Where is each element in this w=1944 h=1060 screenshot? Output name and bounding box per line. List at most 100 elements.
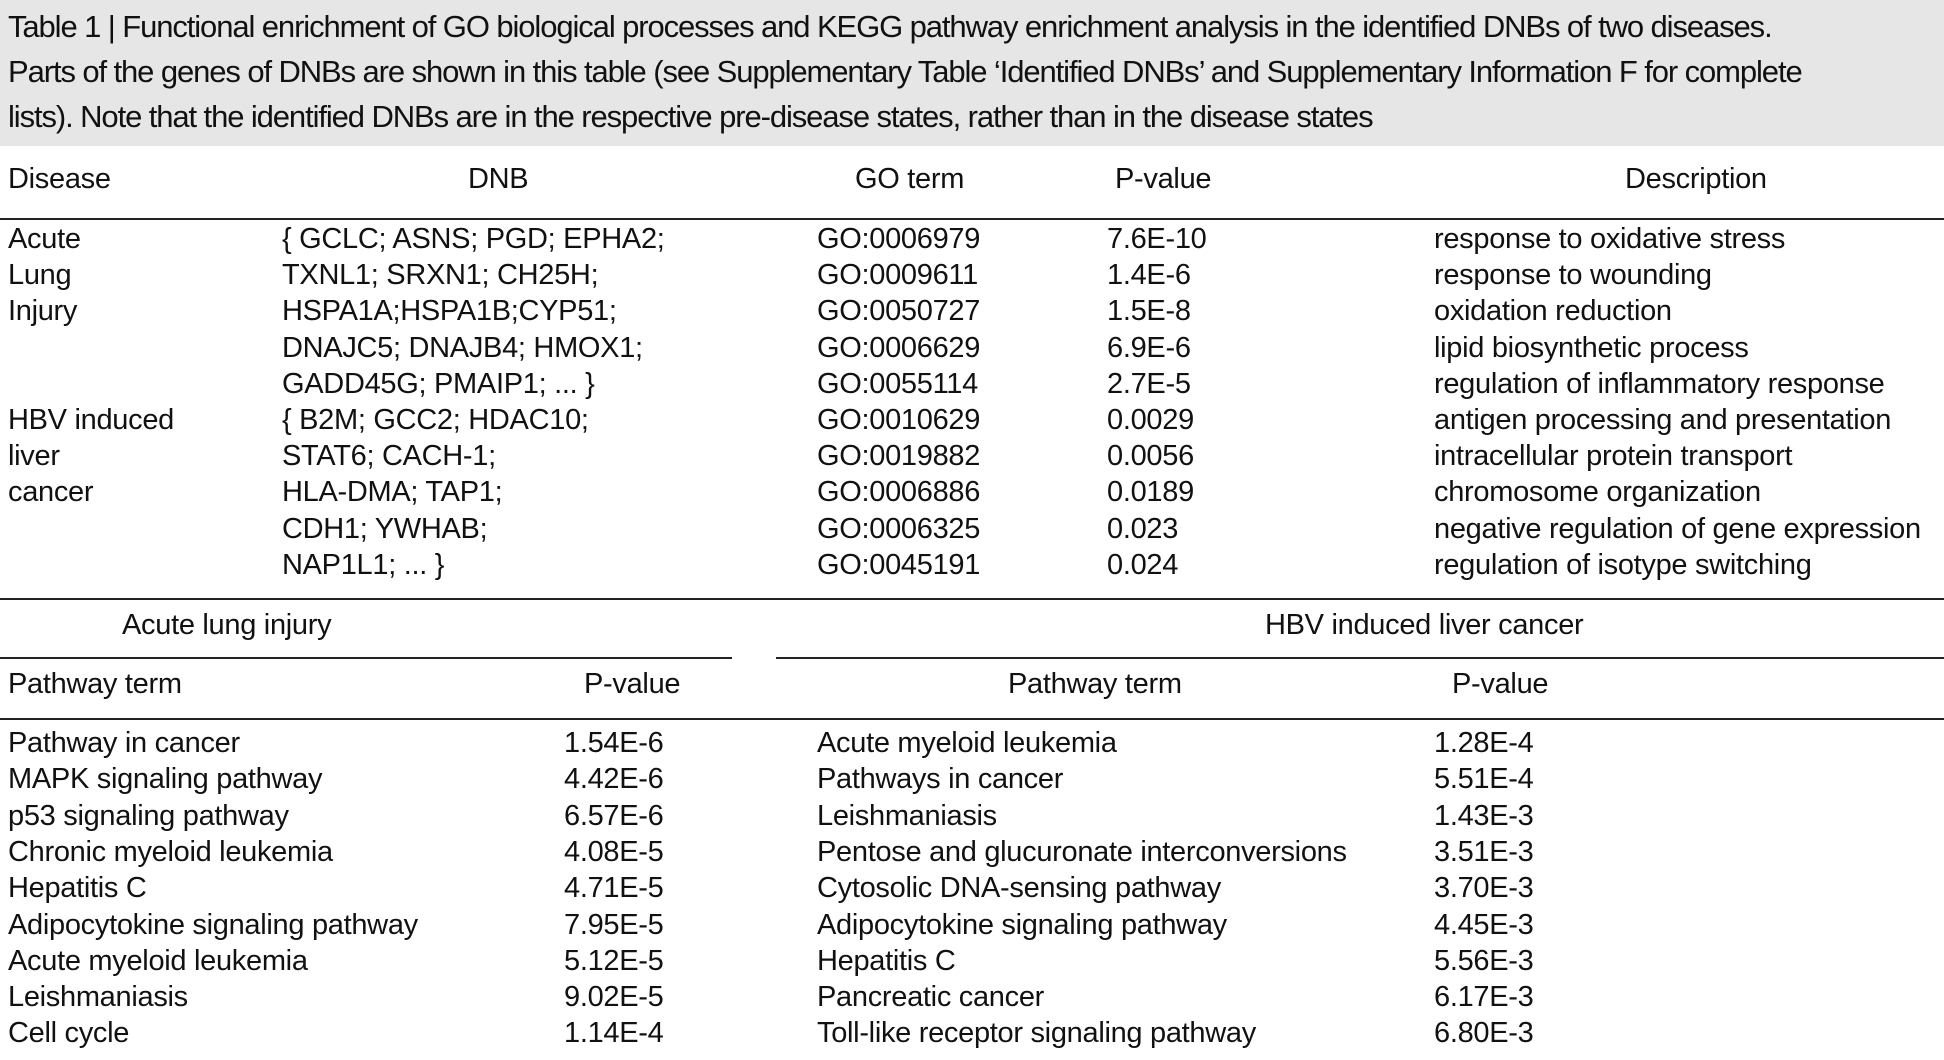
pathway-pvalue: 1.54E-6 — [564, 727, 664, 759]
go-header-rule — [0, 218, 1944, 220]
go-term-id: GO:0055114 — [817, 368, 978, 400]
go-pvalue: 0.024 — [1107, 549, 1179, 581]
dnb-gene-list: STAT6; CACH-1; — [282, 440, 496, 472]
go-description: oxidation reduction — [1434, 295, 1672, 327]
go-term-id: GO:0006886 — [817, 476, 981, 508]
pathway-pvalue: 1.43E-3 — [1434, 800, 1534, 832]
go-pvalue: 6.9E-6 — [1107, 332, 1191, 364]
pathway-pvalue: 4.45E-3 — [1434, 909, 1534, 941]
disease-label: Acute — [8, 223, 81, 255]
pathway-term: Cytosolic DNA-sensing pathway — [817, 872, 1221, 904]
go-pvalue: 0.023 — [1107, 513, 1179, 545]
go-table-bottom-rule — [0, 598, 1944, 600]
pathway-pvalue: 7.95E-5 — [564, 909, 664, 941]
go-description: regulation of isotype switching — [1434, 549, 1812, 581]
pathway-term: Cell cycle — [8, 1017, 130, 1049]
pathway-pvalue: 6.17E-3 — [1434, 981, 1534, 1013]
go-description: response to wounding — [1434, 259, 1712, 291]
dnb-gene-list: TXNL1; SRXN1; CH25H; — [282, 259, 599, 291]
caption-line-1: Table 1 | Functional enrichment of GO bi… — [8, 9, 1773, 44]
pathway-right-header-pvalue: P-value — [1452, 668, 1549, 700]
go-pvalue: 0.0189 — [1107, 476, 1194, 508]
pathway-term: Leishmaniasis — [8, 981, 188, 1013]
pathway-header-rule — [0, 718, 1944, 720]
go-description: response to oxidative stress — [1434, 223, 1786, 255]
header-dnb: DNB — [468, 163, 529, 195]
pathway-pvalue: 5.56E-3 — [1434, 945, 1534, 977]
go-description: intracellular protein transport — [1434, 440, 1793, 472]
dnb-gene-list: { GCLC; ASNS; PGD; EPHA2; — [282, 223, 665, 255]
go-description: negative regulation of gene expression — [1434, 513, 1921, 545]
pathway-pvalue: 9.02E-5 — [564, 981, 664, 1013]
header-pvalue: P-value — [1115, 163, 1212, 195]
go-term-id: GO:0019882 — [817, 440, 981, 472]
header-disease: Disease — [8, 163, 111, 195]
go-term-id: GO:0006325 — [817, 513, 981, 545]
pathway-term: p53 signaling pathway — [8, 800, 289, 832]
pathway-pvalue: 5.51E-4 — [1434, 763, 1534, 795]
dnb-gene-list: HSPA1A;HSPA1B;CYP51; — [282, 295, 617, 327]
table-caption: Table 1 | Functional enrichment of GO bi… — [0, 0, 1944, 146]
pathway-pvalue: 6.57E-6 — [564, 800, 664, 832]
disease-label: Injury — [8, 295, 78, 327]
pathway-term: Toll-like receptor signaling pathway — [817, 1017, 1256, 1049]
pathway-left-header-pvalue: P-value — [584, 668, 681, 700]
pathway-pvalue: 1.28E-4 — [1434, 727, 1534, 759]
pathway-pvalue: 5.12E-5 — [564, 945, 664, 977]
disease-label: cancer — [8, 476, 94, 508]
pathway-right-title: HBV induced liver cancer — [1265, 609, 1584, 641]
caption-line-2: Parts of the genes of DNBs are shown in … — [8, 54, 1803, 89]
disease-label: HBV induced — [8, 404, 174, 436]
go-term-id: GO:0050727 — [817, 295, 981, 327]
pathway-pvalue: 1.14E-4 — [564, 1017, 664, 1049]
go-pvalue: 0.0029 — [1107, 404, 1194, 436]
pathway-term: Pancreatic cancer — [817, 981, 1045, 1013]
pathway-pvalue: 3.51E-3 — [1434, 836, 1534, 868]
pathway-term: Chronic myeloid leukemia — [8, 836, 333, 868]
pathway-term: Leishmaniasis — [817, 800, 997, 832]
go-description: lipid biosynthetic process — [1434, 332, 1749, 364]
go-term-id: GO:0045191 — [817, 549, 981, 581]
go-pvalue: 1.5E-8 — [1107, 295, 1191, 327]
go-pvalue: 1.4E-6 — [1107, 259, 1191, 291]
pathway-term: Adipocytokine signaling pathway — [8, 909, 418, 941]
pathway-left-title-rule — [0, 657, 732, 659]
header-description: Description — [1625, 163, 1767, 195]
pathway-term: Pathway in cancer — [8, 727, 240, 759]
pathway-left-header-term: Pathway term — [8, 668, 182, 700]
dnb-gene-list: CDH1; YWHAB; — [282, 513, 488, 545]
go-pvalue: 2.7E-5 — [1107, 368, 1191, 400]
pathway-term: Hepatitis C — [8, 872, 147, 904]
pathway-term: Pentose and glucuronate interconversions — [817, 836, 1347, 868]
header-go-term: GO term — [855, 163, 965, 195]
pathway-term: Hepatitis C — [817, 945, 956, 977]
go-term-id: GO:0010629 — [817, 404, 981, 436]
pathway-term: Acute myeloid leukemia — [817, 727, 1117, 759]
disease-label: liver — [8, 440, 60, 472]
go-description: antigen processing and presentation — [1434, 404, 1892, 436]
go-description: chromosome organization — [1434, 476, 1761, 508]
go-pvalue: 7.6E-10 — [1107, 223, 1207, 255]
dnb-gene-list: { B2M; GCC2; HDAC10; — [282, 404, 589, 436]
dnb-gene-list: GADD45G; PMAIP1; ... } — [282, 368, 595, 400]
pathway-term: MAPK signaling pathway — [8, 763, 323, 795]
pathway-pvalue: 4.42E-6 — [564, 763, 664, 795]
pathway-term: Acute myeloid leukemia — [8, 945, 308, 977]
go-description: regulation of inflammatory response — [1434, 368, 1885, 400]
pathway-left-title: Acute lung injury — [122, 609, 332, 641]
pathway-term: Adipocytokine signaling pathway — [817, 909, 1227, 941]
go-term-id: GO:0006979 — [817, 223, 981, 255]
pathway-term: Pathways in cancer — [817, 763, 1064, 795]
disease-label: Lung — [8, 259, 72, 291]
pathway-right-header-term: Pathway term — [1008, 668, 1182, 700]
go-term-id: GO:0009611 — [817, 259, 978, 291]
dnb-gene-list: HLA-DMA; TAP1; — [282, 476, 503, 508]
dnb-gene-list: DNAJC5; DNAJB4; HMOX1; — [282, 332, 643, 364]
pathway-right-title-rule — [776, 657, 1944, 659]
dnb-gene-list: NAP1L1; ... } — [282, 549, 445, 581]
go-term-id: GO:0006629 — [817, 332, 981, 364]
pathway-pvalue: 4.08E-5 — [564, 836, 664, 868]
caption-line-3: lists). Note that the identified DNBs ar… — [8, 99, 1374, 134]
pathway-pvalue: 3.70E-3 — [1434, 872, 1534, 904]
pathway-pvalue: 4.71E-5 — [564, 872, 664, 904]
